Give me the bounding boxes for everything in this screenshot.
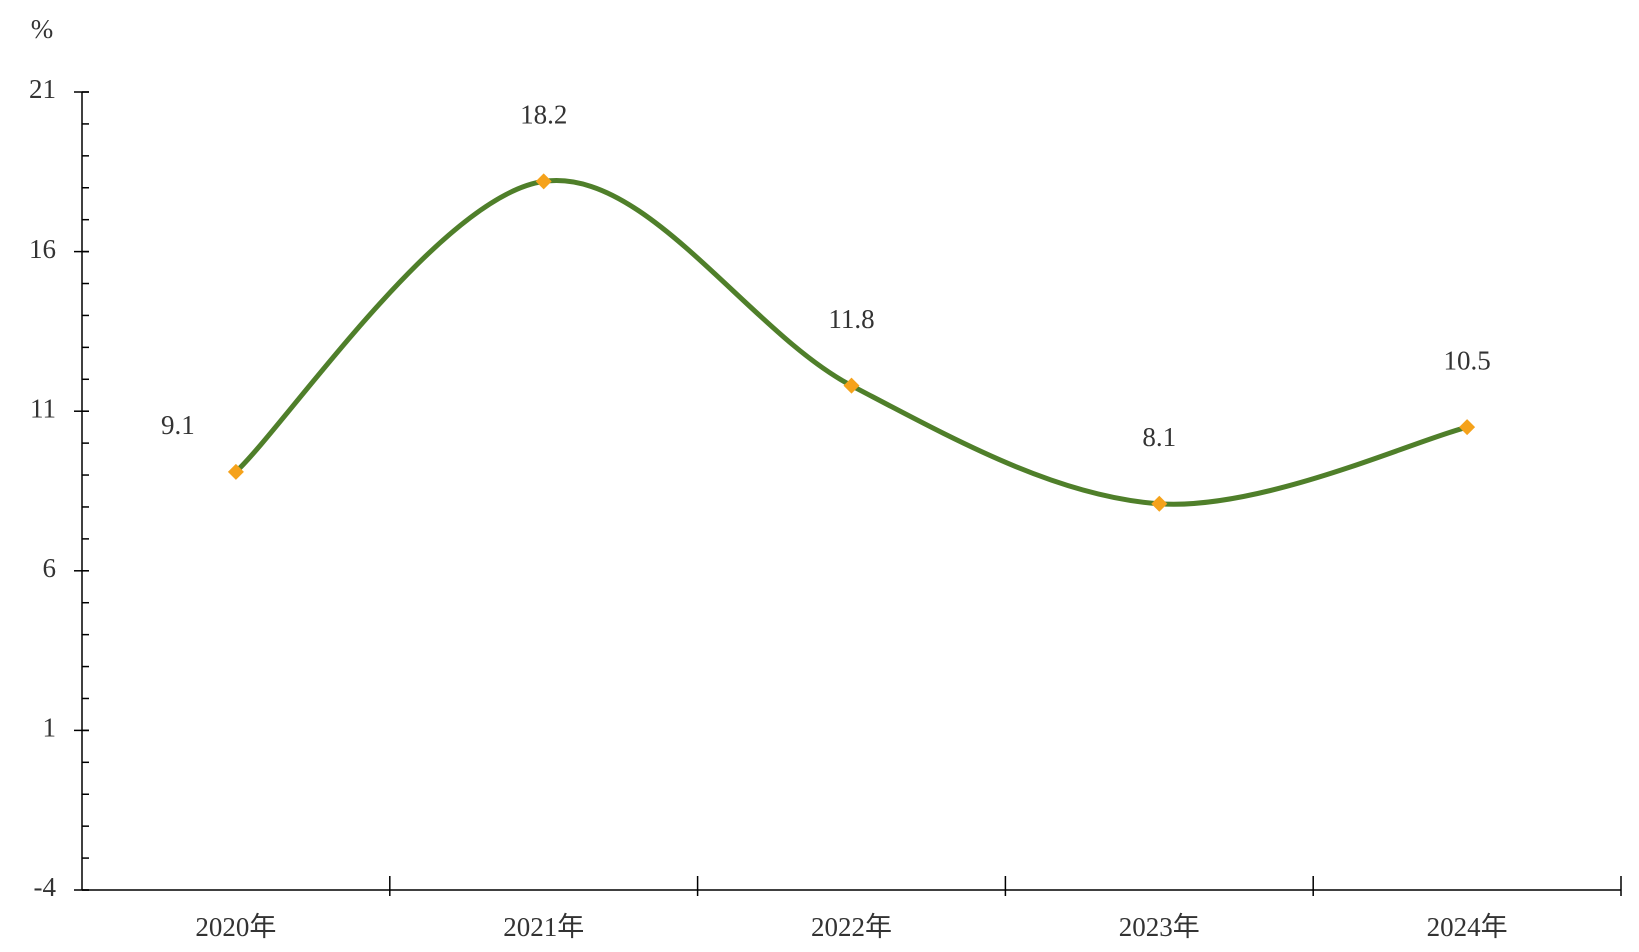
line bbox=[234, 178, 1468, 507]
data-label: 9.1 bbox=[161, 410, 195, 440]
y-tick-label: 1 bbox=[43, 713, 57, 743]
data-label: 18.2 bbox=[520, 100, 567, 130]
y-tick-label: 16 bbox=[29, 234, 56, 264]
x-tick-label: 2022年 bbox=[811, 912, 892, 942]
x-tick-label: 2020年 bbox=[195, 912, 276, 942]
x-tick-label: 2021年 bbox=[503, 912, 584, 942]
point-marker bbox=[843, 377, 860, 394]
y-tick-label: 21 bbox=[29, 74, 56, 104]
point-marker bbox=[1151, 495, 1168, 512]
point-marker bbox=[227, 463, 244, 480]
x-tick-label: 2023年 bbox=[1119, 912, 1200, 942]
y-tick-label: 6 bbox=[43, 553, 57, 583]
data-label: 11.8 bbox=[828, 304, 874, 334]
y-tick-label: -4 bbox=[34, 872, 57, 902]
data-label: 8.1 bbox=[1142, 422, 1176, 452]
point-marker bbox=[1459, 419, 1476, 436]
x-tick-label: 2024年 bbox=[1427, 912, 1508, 942]
y-tick-label: 11 bbox=[30, 393, 56, 423]
point-marker bbox=[535, 173, 552, 190]
y-axis-unit: % bbox=[31, 14, 54, 44]
data-label: 10.5 bbox=[1443, 345, 1490, 375]
